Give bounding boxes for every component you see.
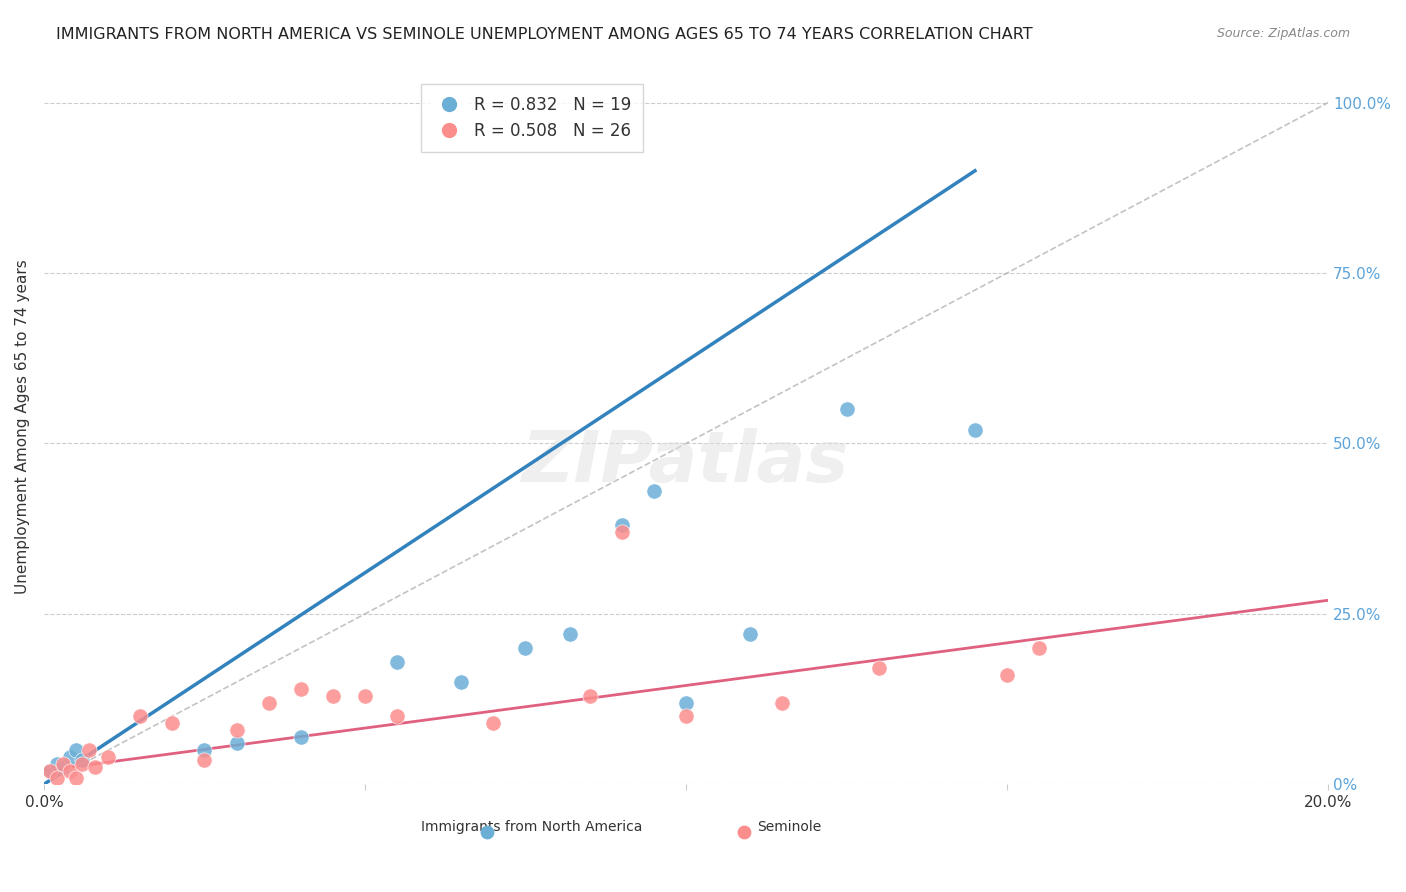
- Point: [290, 681, 312, 696]
- Point: [450, 675, 472, 690]
- Point: [610, 525, 633, 540]
- Point: [835, 402, 858, 417]
- Point: [129, 709, 152, 723]
- Point: [868, 661, 890, 675]
- Point: [578, 689, 600, 703]
- Text: Seminole: Seminole: [756, 821, 821, 834]
- Point: [482, 716, 505, 731]
- Y-axis label: Unemployment Among Ages 65 to 74 years: Unemployment Among Ages 65 to 74 years: [15, 259, 30, 594]
- Text: IMMIGRANTS FROM NORTH AMERICA VS SEMINOLE UNEMPLOYMENT AMONG AGES 65 TO 74 YEARS: IMMIGRANTS FROM NORTH AMERICA VS SEMINOL…: [56, 27, 1033, 42]
- Point: [290, 730, 312, 744]
- Point: [58, 750, 80, 764]
- Point: [675, 696, 697, 710]
- Point: [515, 640, 537, 655]
- Point: [193, 754, 215, 768]
- Point: [52, 756, 75, 771]
- Point: [162, 716, 184, 731]
- Point: [39, 764, 62, 778]
- Point: [72, 754, 94, 768]
- Point: [225, 736, 247, 750]
- Point: [193, 743, 215, 757]
- Text: Immigrants from North America: Immigrants from North America: [422, 821, 643, 834]
- Point: [354, 689, 377, 703]
- Point: [770, 696, 793, 710]
- Point: [39, 764, 62, 778]
- Point: [58, 764, 80, 778]
- Point: [65, 771, 87, 785]
- Point: [740, 627, 762, 641]
- Point: [65, 743, 87, 757]
- Point: [52, 760, 75, 774]
- Point: [257, 696, 280, 710]
- Legend: R = 0.832   N = 19, R = 0.508   N = 26: R = 0.832 N = 19, R = 0.508 N = 26: [420, 84, 643, 152]
- Point: [963, 423, 986, 437]
- Point: [675, 709, 697, 723]
- Point: [1028, 640, 1050, 655]
- Point: [610, 518, 633, 533]
- Point: [995, 668, 1018, 682]
- Point: [97, 750, 120, 764]
- Point: [45, 771, 67, 785]
- Point: [560, 627, 582, 641]
- Point: [385, 655, 408, 669]
- Point: [225, 723, 247, 737]
- Point: [45, 756, 67, 771]
- Text: Source: ZipAtlas.com: Source: ZipAtlas.com: [1216, 27, 1350, 40]
- Point: [77, 743, 100, 757]
- Point: [385, 709, 408, 723]
- Point: [72, 756, 94, 771]
- Point: [643, 484, 665, 499]
- Text: ZIPatlas: ZIPatlas: [522, 427, 849, 497]
- Point: [84, 760, 107, 774]
- Point: [322, 689, 344, 703]
